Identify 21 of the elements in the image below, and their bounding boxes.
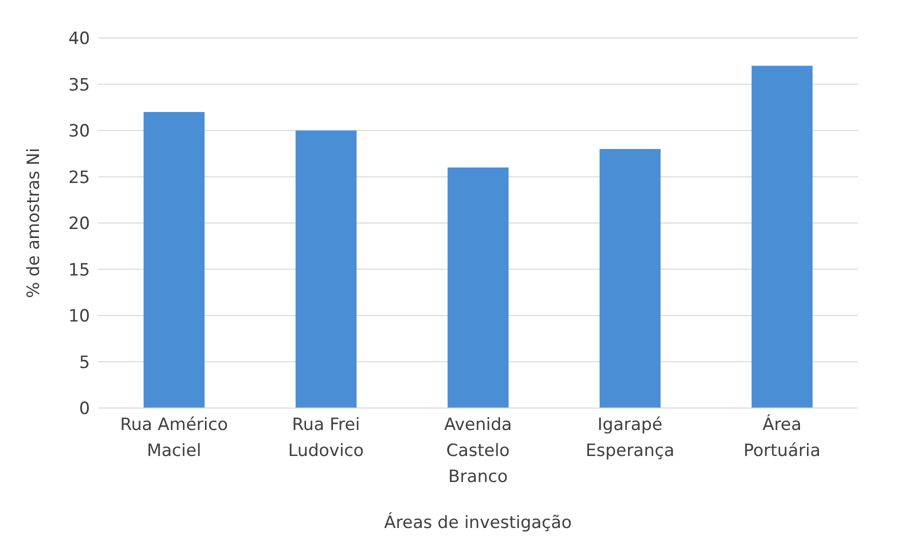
y-tick-label: 25: [68, 168, 90, 188]
y-tick-label: 10: [68, 306, 90, 327]
y-tick-label: 20: [68, 214, 90, 234]
bar: [296, 130, 357, 408]
y-tick-label: 30: [68, 122, 90, 142]
y-tick-label: 40: [68, 29, 90, 50]
y-tick-label: 0: [79, 399, 90, 420]
y-tick-label: 35: [68, 75, 90, 96]
y-tick-label: 5: [79, 352, 90, 373]
y-tick-label: 15: [68, 260, 90, 280]
x-axis-title: Áreas de investigação: [384, 512, 572, 533]
x-tick-label: Igarapé Esperança: [586, 415, 674, 461]
y-axis-title: % de amostras Ni: [24, 148, 44, 298]
bar: [448, 168, 509, 408]
bar: [752, 66, 813, 408]
x-tick-label: Avenida Castelo Branco: [444, 415, 512, 487]
x-tick-label: Rua Frei Ludovico: [288, 415, 364, 461]
bar: [144, 112, 205, 408]
bar: [600, 149, 661, 408]
x-tick-label: Área Portuária: [743, 414, 821, 461]
x-tick-label: Rua Américo Maciel: [120, 415, 228, 461]
